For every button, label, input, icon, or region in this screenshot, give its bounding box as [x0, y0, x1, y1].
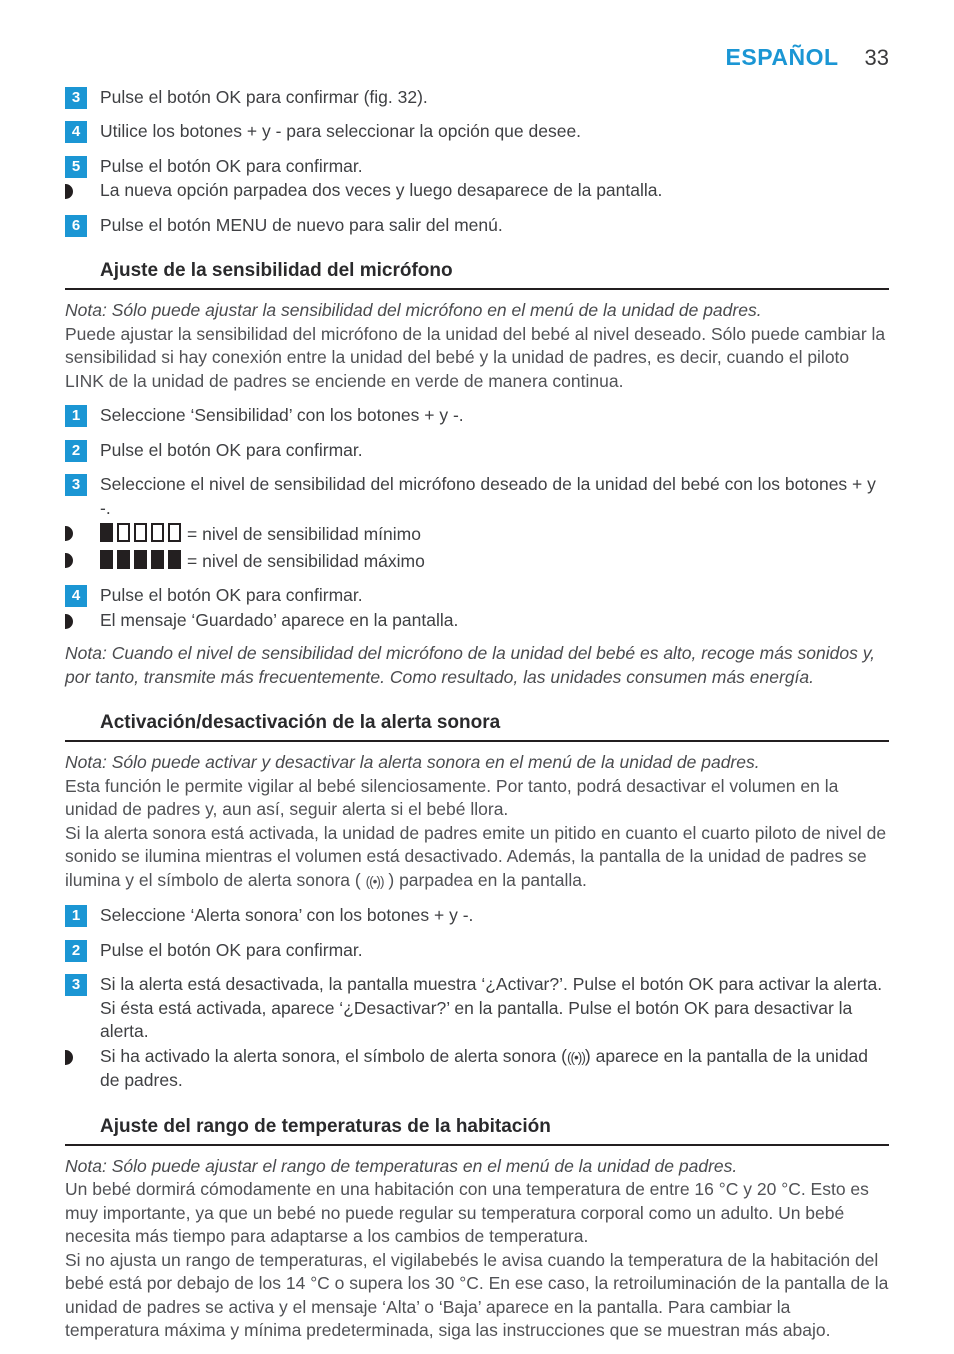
- sensitivity-level-min-icon: [100, 523, 181, 542]
- sound-alert-icon: ((•)): [365, 873, 385, 889]
- step-number-badge: 2: [65, 439, 87, 462]
- result-text: La nueva opción parpadea dos veces y lue…: [100, 180, 663, 200]
- section-note: Nota: Cuando el nivel de sensibilidad de…: [65, 643, 876, 687]
- step-item: 4 Pulse el botón OK para confirmar.: [65, 584, 889, 608]
- level-min-row: = nivel de sensibilidad mínimo: [65, 521, 889, 547]
- section-body: Esta función le permite vigilar al bebé …: [65, 775, 839, 820]
- section-title: Ajuste de la sensibilidad del micrófono: [100, 260, 453, 281]
- step-text: Si la alerta está desactivada, la pantal…: [100, 974, 883, 1041]
- step-text: Pulse el botón OK para confirmar.: [100, 939, 363, 960]
- step-item: 3 Si la alerta está desactivada, la pant…: [65, 973, 889, 1044]
- step-text: Pulse el botón MENU de nuevo para salir …: [100, 214, 503, 235]
- step-item: 6 Pulse el botón MENU de nuevo para sali…: [65, 214, 889, 238]
- step-number-badge: 2: [65, 939, 87, 962]
- page-header: ESPAÑOL 33: [65, 44, 889, 70]
- section-note: Nota: Sólo puede activar y desactivar la…: [65, 752, 760, 772]
- step-text: Pulse el botón OK para confirmar (fig. 3…: [100, 86, 428, 107]
- section-title: Activación/desactivación de la alerta so…: [100, 712, 501, 733]
- level-max-label: = nivel de sensibilidad máximo: [187, 550, 425, 571]
- step-item: 1 Seleccione ‘Sensibilidad’ con los boto…: [65, 404, 889, 428]
- step-item: 5 Pulse el botón OK para confirmar.: [65, 155, 889, 179]
- step-number-badge: 3: [65, 474, 87, 496]
- section-note: Nota: Sólo puede ajustar el rango de tem…: [65, 1155, 738, 1176]
- level-min-label: = nivel de sensibilidad mínimo: [187, 524, 421, 544]
- section-body: Si la alerta sonora está activada, la un…: [65, 822, 887, 890]
- result-bullet-icon: [65, 1049, 73, 1065]
- result-bullet: La nueva opción parpadea dos veces y lue…: [65, 179, 889, 203]
- section-heading: Ajuste de la sensibilidad del micrófono: [65, 259, 889, 290]
- section-body: Un bebé dormirá cómodamente en una habit…: [65, 1179, 869, 1246]
- result-bullet-icon: [65, 526, 73, 541]
- result-bullet: Si ha activado la alerta sonora, el símb…: [65, 1045, 889, 1093]
- step-text: Pulse el botón OK para confirmar.: [100, 585, 363, 605]
- step-text: Pulse el botón OK para confirmar.: [100, 155, 363, 176]
- step-item: 1 Seleccione ‘Alerta sonora’ con los bot…: [65, 904, 889, 928]
- result-bullet: El mensaje ‘Guardado’ aparece en la pant…: [65, 609, 889, 633]
- sensitivity-level-max-icon: [100, 549, 181, 569]
- step-text: Seleccione ‘Alerta sonora’ con los boton…: [100, 905, 474, 925]
- result-text: Si ha activado la alerta sonora, el símb…: [100, 1045, 869, 1091]
- level-max-row: = nivel de sensibilidad máximo: [65, 548, 889, 574]
- section-heading: Ajuste del rango de temperaturas de la h…: [65, 1115, 889, 1146]
- section-body: Puede ajustar la sensibilidad del micróf…: [65, 323, 886, 391]
- step-number-badge: 4: [65, 585, 87, 607]
- step-item: 3 Pulse el botón OK para confirmar (fig.…: [65, 86, 889, 110]
- result-bullet-icon: [65, 613, 73, 629]
- language-label: ESPAÑOL: [725, 44, 839, 70]
- step-item: 4 Utilice los botones + y - para selecci…: [65, 120, 889, 144]
- step-item: 2 Pulse el botón OK para confirmar.: [65, 939, 889, 963]
- step-number-badge: 3: [65, 86, 87, 109]
- step-number-badge: 4: [65, 121, 87, 143]
- result-text: El mensaje ‘Guardado’ aparece en la pant…: [100, 609, 459, 630]
- step-item: 2 Pulse el botón OK para confirmar.: [65, 439, 889, 463]
- step-text: Seleccione el nivel de sensibilidad del …: [100, 474, 876, 518]
- result-bullet-icon: [65, 552, 73, 568]
- section-note: Nota: Sólo puede ajustar la sensibilidad…: [65, 300, 762, 320]
- section-title: Ajuste del rango de temperaturas de la h…: [100, 1115, 551, 1137]
- step-text: Pulse el botón OK para confirmar.: [100, 439, 363, 460]
- step-number-badge: 1: [65, 405, 87, 427]
- step-item: 3 Seleccione el nivel de sensibilidad de…: [65, 473, 889, 520]
- result-bullet-icon: [65, 184, 73, 199]
- step-number-badge: 3: [65, 974, 87, 996]
- sound-alert-icon: ((•)): [566, 1049, 586, 1065]
- section-body: Si no ajusta un rango de temperaturas, e…: [65, 1249, 889, 1341]
- step-number-badge: 6: [65, 214, 87, 237]
- page-number: 33: [864, 45, 889, 70]
- step-number-badge: 1: [65, 905, 87, 927]
- step-number-badge: 5: [65, 155, 87, 178]
- section-heading: Activación/desactivación de la alerta so…: [65, 711, 889, 742]
- step-text: Utilice los botones + y - para seleccion…: [100, 121, 582, 141]
- step-text: Seleccione ‘Sensibilidad’ con los botone…: [100, 405, 464, 425]
